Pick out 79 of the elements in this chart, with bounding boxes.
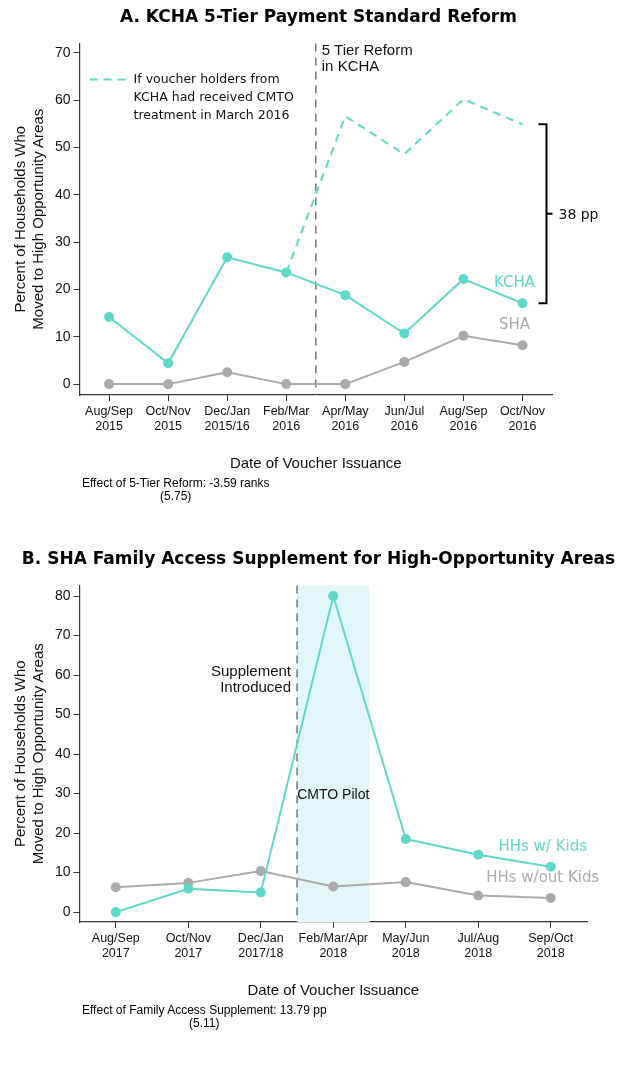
x-tick-label: May/Jun 2018	[382, 930, 430, 960]
x-tick-label: Aug/Sep 2017	[91, 930, 140, 960]
point	[255, 887, 266, 898]
point	[104, 379, 115, 390]
point	[473, 890, 484, 901]
point	[222, 367, 233, 378]
y-tick-label: 10	[54, 863, 71, 880]
legend-label: If voucher holders from KCHA had received CMTO treatment in March 2016	[133, 71, 294, 123]
point	[281, 267, 292, 278]
point	[400, 877, 411, 888]
y-tick-label: 60	[54, 91, 71, 108]
y-tick-label: 70	[54, 626, 71, 643]
point	[473, 849, 484, 860]
point	[400, 834, 411, 845]
annotation: Supplement Introduced	[210, 662, 292, 696]
point	[517, 340, 528, 351]
series-label: HHs w/out Kids	[486, 867, 600, 886]
x-tick-label: Dec/Jan 2015/16	[204, 403, 251, 433]
y-tick-label: 0	[62, 374, 71, 391]
x-tick-label: Jun/Jul 2016	[384, 403, 425, 433]
y-tick-label: 0	[62, 902, 71, 919]
y-axis-title: Percent of Households Who Moved to High Opportunity Areas	[11, 108, 47, 330]
annotation: 5 Tier Reform in KCHA	[321, 41, 413, 75]
y-tick-label: 30	[54, 784, 71, 801]
x-tick-label: Oct/Nov 2017	[165, 930, 212, 960]
point	[222, 252, 233, 263]
point	[163, 358, 174, 369]
x-tick-label: Oct/Nov 2016	[499, 403, 546, 433]
x-tick-label: Dec/Jan 2017/18	[237, 930, 284, 960]
point	[458, 274, 469, 285]
point	[458, 330, 469, 341]
x-tick-label: Sep/Oct 2018	[528, 930, 574, 960]
y-tick-label: 20	[54, 823, 71, 840]
point	[340, 379, 351, 390]
point	[110, 907, 121, 918]
point	[340, 290, 351, 301]
text: (5.11)	[188, 1016, 220, 1030]
x-tick-label: Feb/Mar/Apr 2018	[298, 930, 369, 960]
point	[183, 883, 194, 894]
x-tick-label: Oct/Nov 2015	[145, 403, 192, 433]
chart-title: B. SHA Family Access Supplement for High-Opportunity Areas	[20, 547, 617, 570]
point	[255, 866, 266, 877]
text: Effect of 5-Tier Reform: -3.59 ranks	[82, 476, 270, 490]
chart-title: A. KCHA 5-Tier Payment Standard Reform	[119, 5, 518, 28]
y-tick-label: 80	[54, 586, 71, 603]
series-label: HHs w/ Kids	[498, 836, 588, 855]
y-tick-label: 40	[54, 744, 71, 761]
band-label: CMTO Pilot	[297, 785, 370, 802]
series-label: SHA	[498, 315, 531, 334]
point	[399, 356, 410, 367]
y-axis-title: Percent of Households Who Moved to High Opportunity Areas	[11, 643, 47, 865]
point	[281, 379, 292, 390]
point	[328, 591, 339, 602]
x-tick-label: Apr/May 2016	[322, 403, 370, 433]
y-tick-label: 50	[54, 705, 71, 722]
y-tick-label: 30	[54, 233, 71, 250]
point	[328, 881, 339, 892]
point	[104, 311, 115, 322]
point	[545, 892, 556, 903]
x-tick-label: Aug/Sep 2016	[439, 403, 488, 433]
y-tick-label: 60	[54, 665, 71, 682]
y-tick-label: 50	[54, 138, 71, 155]
y-tick-label: 20	[54, 280, 71, 297]
y-tick-label: 10	[54, 327, 71, 344]
series-label: KCHA	[493, 273, 536, 292]
x-tick-label: Jul/Aug 2018	[457, 930, 500, 960]
text: Effect of Family Access Supplement: 13.79 pp	[82, 1003, 327, 1017]
x-axis-title: Date of Voucher Issuance	[229, 454, 402, 472]
x-tick-label: Feb/Mar 2016	[262, 403, 310, 433]
point	[517, 298, 528, 309]
x-axis-title: Date of Voucher Issuance	[247, 981, 420, 999]
point	[163, 379, 174, 390]
text: 38 pp	[558, 205, 599, 222]
text: (5.75)	[159, 489, 193, 503]
point	[399, 328, 410, 339]
y-tick-label: 40	[54, 185, 71, 202]
y-tick-label: 70	[54, 43, 71, 60]
point	[110, 882, 121, 893]
x-tick-label: Aug/Sep 2015	[85, 403, 134, 433]
